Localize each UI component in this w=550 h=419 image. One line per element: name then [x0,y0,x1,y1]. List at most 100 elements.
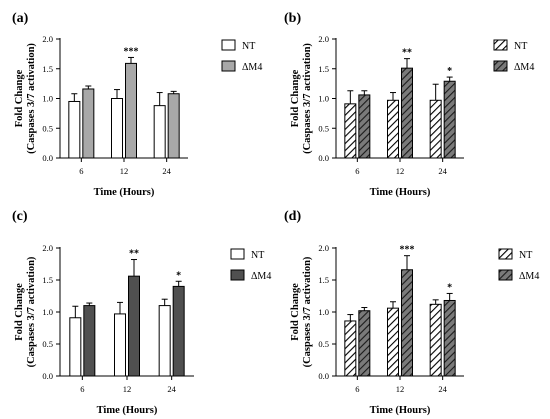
significance-label: ** [402,48,412,59]
y-tick-label: 2.0 [318,34,329,44]
x-tick-label: 12 [120,166,129,176]
bar-nt [387,307,399,377]
y-tick-label: 1.0 [318,307,329,317]
x-tick-label: 12 [396,384,405,394]
x-tick-label: 24 [162,166,171,176]
chart-panel-d: (d) 0.0 0.5 1.0 1.5 2.0 6 12 *** 24 * Fold Change (C… [284,209,539,416]
y-axis-subtitle: (Caspases 3/7 activation) [302,256,313,367]
bar-nt [158,305,171,377]
significance-label: * [447,282,452,293]
x-axis-title: Time (Hours) [94,187,155,198]
bar-dm4 [172,285,185,377]
legend-swatch-dm4 [230,269,245,281]
bar-nt [153,105,166,159]
panel-label: (c) [12,209,28,224]
bar-dm4 [358,94,371,159]
bar-nt [429,303,442,377]
panel-label: (a) [12,11,29,26]
bar-nt [69,317,82,377]
y-tick-label: 1.0 [318,94,329,104]
y-tick-label: 1.5 [42,275,53,285]
y-axis-title: Fold Change [14,283,25,341]
y-tick-label: 0.0 [42,371,53,381]
legend-label-dm4: ΔM4 [251,271,271,282]
legend-label-dm4: ΔM4 [519,271,539,282]
y-axis-subtitle: (Caspases 3/7 activation) [26,256,37,367]
y-tick-label: 0.5 [42,339,53,349]
y-tick-label: 1.5 [42,64,53,74]
x-tick-label: 6 [80,384,84,394]
legend-label-dm4: ΔM4 [514,62,534,73]
bar-nt [114,313,126,377]
significance-label: *** [400,245,415,256]
legend-label-nt: NT [514,41,527,52]
bar-dm4 [125,62,137,159]
x-tick-label: 24 [438,384,447,394]
bar-dm4 [401,67,413,159]
bar-nt [68,100,81,159]
y-tick-label: 0.5 [318,339,329,349]
significance-label: * [447,66,452,77]
y-axis-subtitle: (Caspases 3/7 activation) [302,43,313,154]
chart-panel-b: (b) 0.0 0.5 1.0 1.5 2.0 6 12 ** 24 * Fold Change (Ca… [284,11,534,198]
y-tick-label: 1.5 [318,64,329,74]
y-tick-label: 1.0 [42,94,53,104]
bar-dm4 [401,269,413,377]
significance-label: ** [129,249,139,260]
y-axis-title: Fold Change [290,69,301,127]
bar-dm4 [443,299,456,377]
legend-swatch-nt [493,39,508,51]
y-tick-label: 1.5 [318,275,329,285]
legend-swatch-dm4 [221,60,236,72]
y-tick-label: 0.0 [318,153,329,163]
x-tick-label: 12 [123,384,132,394]
legend-label-nt: NT [519,250,532,261]
x-axis-title: Time (Hours) [370,405,431,416]
bar-dm4 [83,305,96,377]
bar-nt [387,99,399,159]
panel-label: (b) [284,11,301,26]
y-tick-label: 1.0 [42,307,53,317]
x-axis-title: Time (Hours) [370,187,431,198]
chart-panel-c: (c) 0.0 0.5 1.0 1.5 2.0 6 12 ** 24 * Fold Change (Ca… [12,209,271,416]
y-tick-label: 0.0 [42,153,53,163]
significance-label: * [176,270,181,281]
y-axis-title: Fold Change [14,69,25,127]
bar-dm4 [358,310,371,377]
y-tick-label: 0.5 [318,123,329,133]
bar-nt [429,99,442,159]
y-tick-label: 0.5 [42,123,53,133]
legend-swatch-dm4 [498,269,513,281]
significance-label: *** [124,46,139,57]
y-tick-label: 2.0 [318,243,329,253]
x-tick-label: 6 [355,384,359,394]
legend-label-nt: NT [242,41,255,52]
x-tick-label: 6 [79,166,83,176]
bar-dm4 [82,88,95,159]
y-tick-label: 0.0 [318,371,329,381]
x-tick-label: 24 [167,384,176,394]
y-tick-label: 2.0 [42,243,53,253]
y-axis-title: Fold Change [290,283,301,341]
legend-swatch-nt [221,39,236,51]
y-tick-label: 2.0 [42,34,53,44]
bar-dm4 [128,275,140,377]
bar-nt [344,103,357,159]
bar-dm4 [167,93,180,159]
legend-label-nt: NT [251,250,264,261]
chart-panel-a: (a) 0.0 0.5 1.0 1.5 2.0 6 12 *** 24 Fold Change (Ca… [12,11,262,198]
bar-nt [111,98,123,159]
panel-label: (d) [284,209,301,224]
x-tick-label: 6 [355,166,359,176]
legend-swatch-nt [498,248,513,260]
x-tick-label: 24 [438,166,447,176]
legend-label-dm4: ΔM4 [242,62,262,73]
y-axis-subtitle: (Caspases 3/7 activation) [26,43,37,154]
bar-dm4 [443,80,456,159]
bar-nt [344,320,357,377]
x-axis-title: Time (Hours) [97,405,158,416]
legend-swatch-nt [230,248,245,260]
legend-swatch-dm4 [493,60,508,72]
x-tick-label: 12 [396,166,405,176]
